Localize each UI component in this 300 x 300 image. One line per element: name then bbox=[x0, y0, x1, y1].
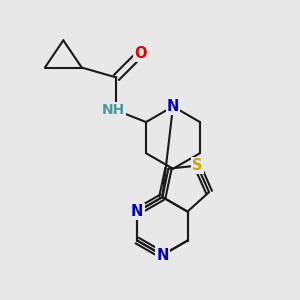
Text: NH: NH bbox=[102, 103, 125, 117]
Text: N: N bbox=[167, 99, 179, 114]
Text: N: N bbox=[156, 248, 169, 262]
Text: O: O bbox=[134, 46, 146, 61]
Text: S: S bbox=[192, 158, 202, 173]
Text: N: N bbox=[131, 204, 143, 219]
